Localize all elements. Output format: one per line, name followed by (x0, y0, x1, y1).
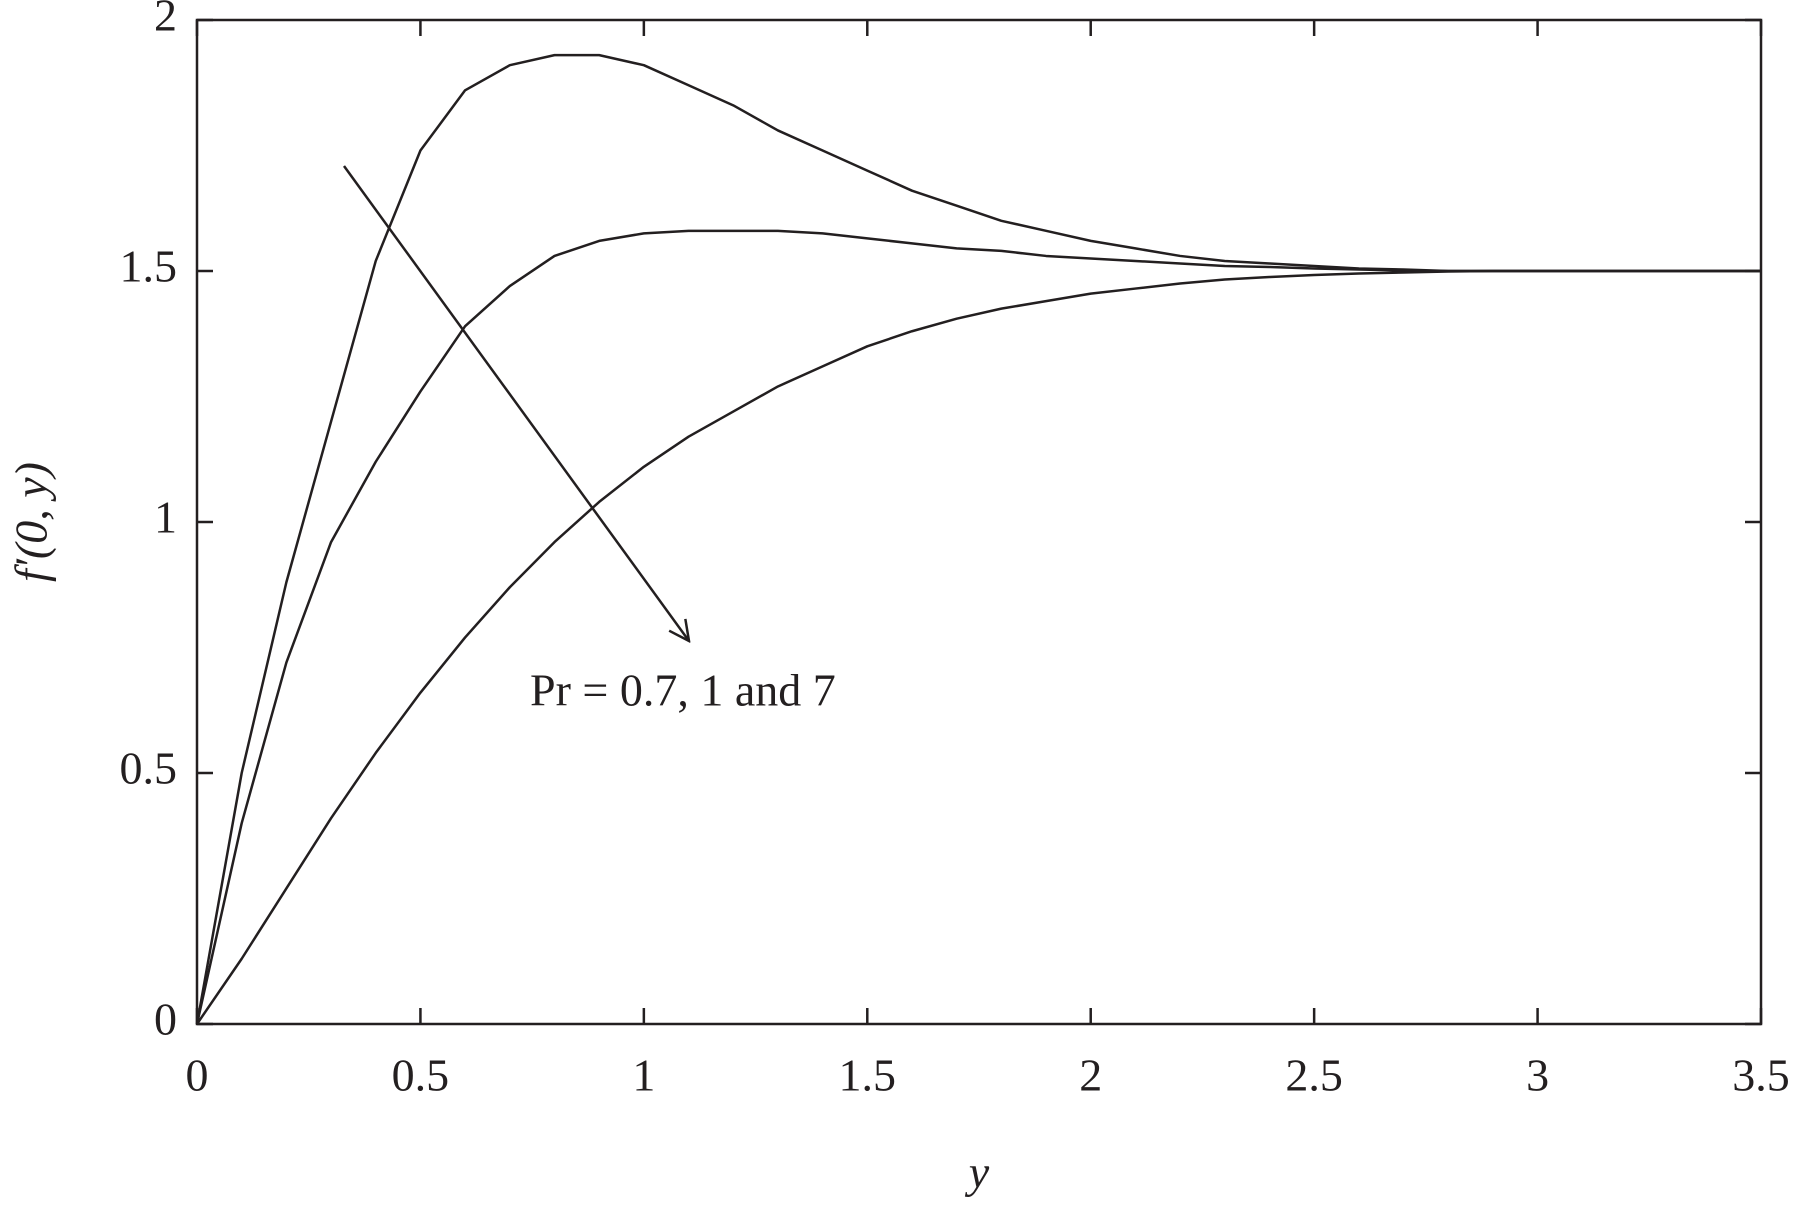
x-tick-label: 2.5 (1285, 1050, 1343, 1101)
series-line (195, 53, 1761, 1025)
x-tick-label: 2 (1079, 1050, 1102, 1101)
x-tick-label: 3.5 (1732, 1050, 1790, 1101)
series-line (195, 229, 1761, 1025)
annotation-arrow (342, 165, 689, 641)
plot-frame (195, 18, 1763, 1026)
y-tick-label: 2 (154, 0, 177, 41)
x-tick-label: 3 (1526, 1050, 1549, 1101)
x-tick-label: 1.5 (839, 1050, 897, 1101)
y-axis-label: f′(0, y) (6, 462, 57, 582)
x-tick-label: 0 (186, 1050, 209, 1101)
series-line (195, 269, 1761, 1025)
y-tick-label: 0.5 (120, 743, 178, 794)
y-tick-label: 0 (154, 994, 177, 1045)
x-axis-label: y (965, 1147, 990, 1198)
y-tick-label: 1 (154, 492, 177, 543)
annotation: Pr = 0.7, 1 and 7 (530, 665, 836, 716)
y-tick-label: 1.5 (120, 241, 178, 292)
x-tick-label: 0.5 (392, 1050, 450, 1101)
x-tick-label: 1 (632, 1050, 655, 1101)
